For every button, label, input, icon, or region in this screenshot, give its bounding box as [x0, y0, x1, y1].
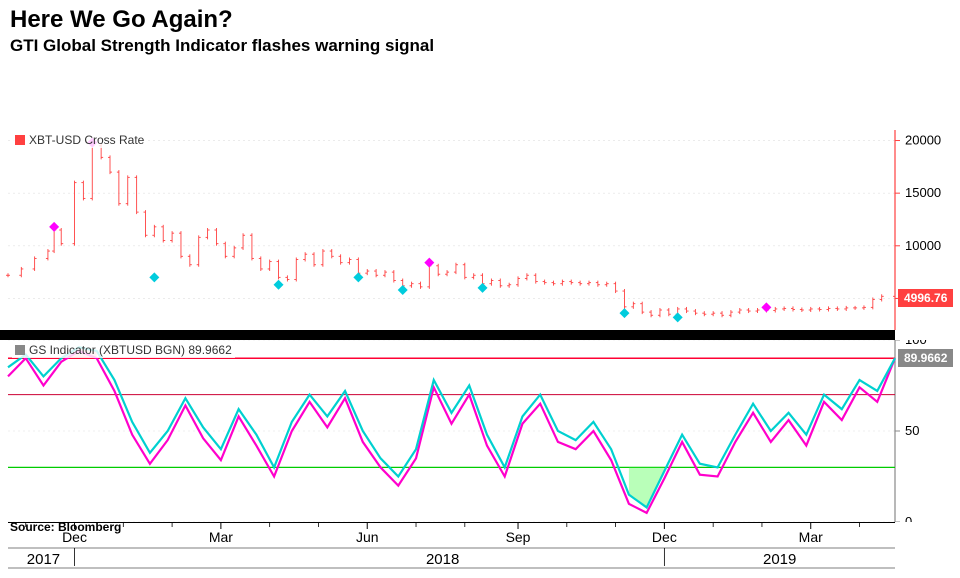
svg-text:Dec: Dec — [652, 529, 677, 545]
legend-swatch-icon — [15, 135, 25, 145]
svg-text:Mar: Mar — [209, 529, 233, 545]
svg-text:10000: 10000 — [905, 238, 941, 253]
bot-legend-label: GS Indicator (XBTUSD BGN) 89.9662 — [29, 343, 232, 357]
svg-text:20000: 20000 — [905, 133, 941, 148]
svg-text:2019: 2019 — [763, 551, 796, 568]
svg-text:Mar: Mar — [799, 529, 823, 545]
price-chart: 5000100001500020000 — [0, 130, 955, 330]
source-attribution: Source: Bloomberg — [10, 520, 121, 534]
indicator-chart: 0 50 100 — [0, 340, 955, 522]
chart-subtitle: GTI Global Strength Indicator flashes wa… — [0, 36, 960, 62]
svg-text:Jun: Jun — [356, 529, 379, 545]
last-price-tag: 4996.76 — [898, 289, 953, 307]
x-axis: DecMarJunSepDecMar201720182019 — [0, 522, 955, 578]
svg-text:15000: 15000 — [905, 185, 941, 200]
svg-text:0: 0 — [905, 514, 912, 522]
indicator-value-tag: 89.9662 — [898, 349, 953, 367]
bot-legend: GS Indicator (XBTUSD BGN) 89.9662 — [12, 342, 235, 358]
top-legend-label: XBT-USD Cross Rate — [29, 133, 144, 147]
svg-text:100: 100 — [905, 340, 927, 347]
chart-title: Here We Go Again? — [0, 0, 960, 36]
svg-text:2018: 2018 — [426, 551, 459, 568]
panel-divider — [0, 330, 895, 340]
svg-text:2017: 2017 — [27, 551, 60, 568]
svg-text:50: 50 — [905, 423, 919, 438]
svg-text:Sep: Sep — [506, 529, 531, 545]
legend-swatch-icon — [15, 345, 25, 355]
top-legend: XBT-USD Cross Rate — [12, 132, 147, 148]
